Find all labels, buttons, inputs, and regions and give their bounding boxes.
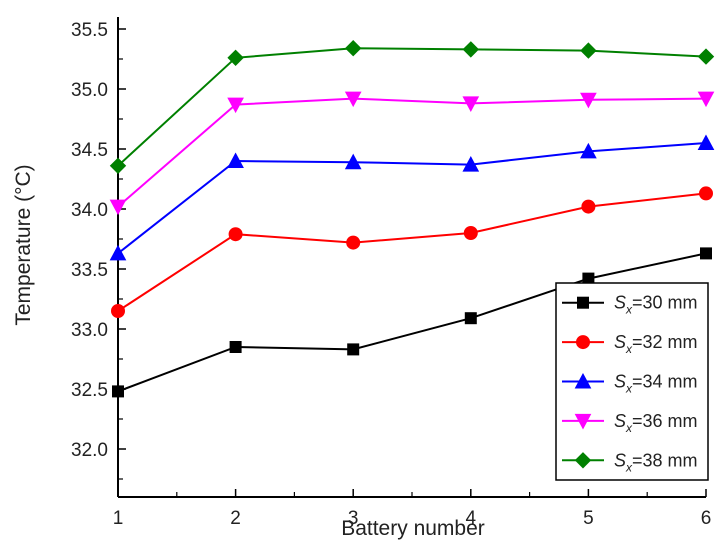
x-tick-label: 3 bbox=[348, 508, 359, 529]
x-tick-label: 4 bbox=[466, 508, 477, 529]
series-3 bbox=[109, 134, 715, 261]
series-line bbox=[117, 97, 707, 208]
y-tick-label: 33.5 bbox=[71, 260, 108, 281]
y-tick-label: 34.5 bbox=[71, 140, 108, 161]
y-tick-label: 35.5 bbox=[71, 20, 108, 41]
legend-label: Sx=34 mm bbox=[614, 372, 698, 396]
data-point bbox=[462, 96, 480, 112]
series-2 bbox=[111, 186, 713, 318]
legend-entry: Sx=32 mm bbox=[562, 332, 698, 356]
data-point bbox=[463, 226, 478, 240]
data-point bbox=[347, 343, 360, 356]
series-5 bbox=[109, 39, 715, 175]
data-point bbox=[462, 156, 480, 172]
data-point bbox=[700, 247, 712, 260]
data-point bbox=[697, 134, 715, 150]
series-line bbox=[117, 252, 707, 393]
axis-ticks: 32.0 32.5 33.0 33.5 34.0 34.5 35.0 35.5 1 2 3 4 5 6 bbox=[71, 20, 711, 529]
data-point bbox=[227, 49, 244, 67]
data-point bbox=[227, 97, 244, 114]
data-point bbox=[464, 312, 477, 325]
y-tick-label: 35.0 bbox=[71, 80, 108, 101]
y-axis-title: Temperature (°C) bbox=[12, 164, 35, 325]
data-point bbox=[581, 199, 596, 214]
x-tick-label: 5 bbox=[583, 508, 594, 529]
x-tick-label: 1 bbox=[113, 508, 124, 529]
data-point bbox=[109, 199, 127, 216]
data-point bbox=[344, 91, 362, 108]
legend-marker bbox=[574, 372, 592, 389]
data-point bbox=[346, 235, 361, 250]
legend-entry: Sx=38 mm bbox=[562, 450, 698, 474]
legend-label: Sx=38 mm bbox=[614, 450, 698, 474]
data-point bbox=[580, 142, 597, 159]
legend-label: Sx=36 mm bbox=[614, 411, 698, 435]
x-axis-title: Battery number bbox=[341, 517, 485, 540]
y-tick-label: 32.5 bbox=[71, 380, 108, 401]
data-point bbox=[229, 341, 242, 353]
data-point bbox=[697, 48, 715, 65]
series-line bbox=[117, 192, 707, 312]
data-point bbox=[580, 92, 597, 109]
data-point bbox=[699, 186, 713, 201]
series-line bbox=[117, 47, 707, 167]
legend-entry: Sx=30 mm bbox=[562, 293, 698, 317]
data-point bbox=[697, 91, 715, 108]
data-point bbox=[227, 152, 244, 168]
legend-entry: Sx=34 mm bbox=[562, 372, 698, 396]
legend-marker bbox=[574, 413, 592, 430]
series-4 bbox=[109, 91, 715, 216]
y-tick-label: 33.0 bbox=[71, 320, 108, 341]
legend-entry: Sx=36 mm bbox=[562, 411, 698, 435]
legend-label: Sx=30 mm bbox=[614, 293, 698, 317]
data-point bbox=[111, 304, 125, 318]
data-point bbox=[462, 41, 480, 58]
legend-label: Sx=32 mm bbox=[614, 332, 698, 356]
y-tick-label: 34.0 bbox=[71, 200, 108, 221]
x-tick-label: 2 bbox=[230, 508, 241, 529]
data-point bbox=[344, 39, 362, 57]
series-1 bbox=[112, 247, 712, 398]
legend-marker bbox=[577, 296, 589, 309]
series-lines bbox=[109, 39, 715, 398]
data-point bbox=[228, 227, 243, 242]
data-point bbox=[112, 385, 124, 398]
legend-marker bbox=[574, 452, 592, 469]
y-tick-label: 32.0 bbox=[71, 440, 108, 461]
x-tick-label: 6 bbox=[701, 508, 712, 529]
data-point bbox=[580, 42, 597, 59]
series-line bbox=[117, 142, 707, 255]
data-point bbox=[344, 153, 362, 170]
legend-marker bbox=[576, 335, 590, 350]
data-point bbox=[109, 244, 127, 261]
data-point bbox=[109, 157, 127, 175]
legend: Sx=30 mm Sx=32 mm Sx=34 mm Sx=36 mm Sx=38 mm bbox=[555, 282, 709, 481]
